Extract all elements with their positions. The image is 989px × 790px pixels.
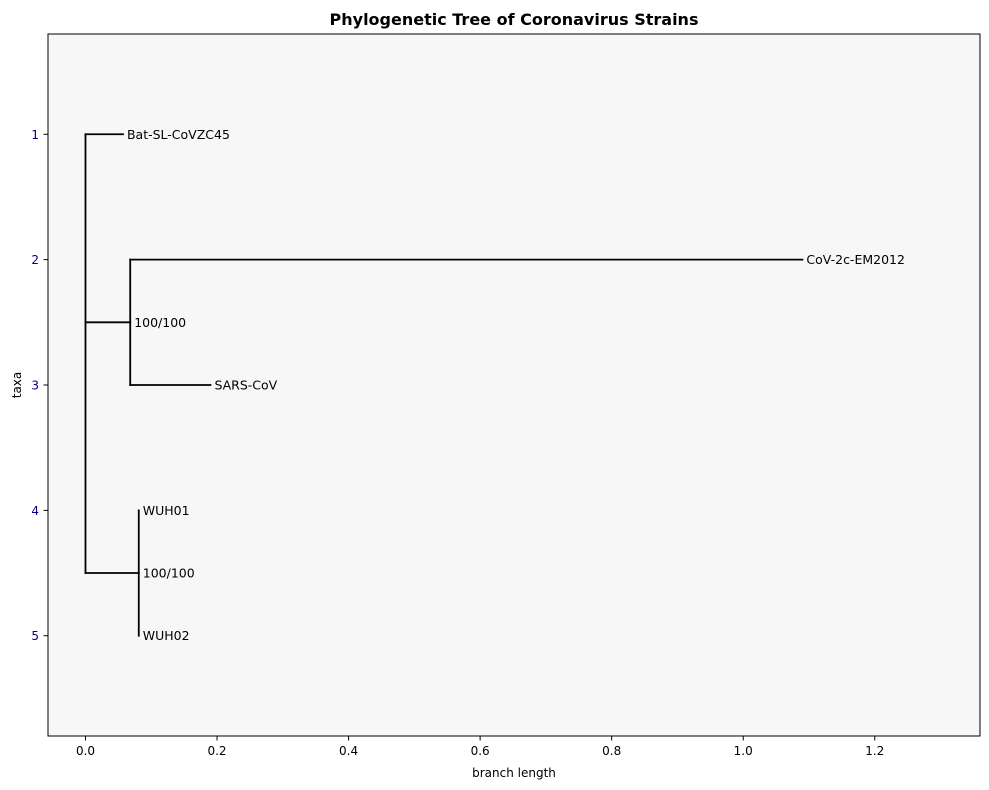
tree-branches: [84, 133, 804, 637]
support-label: 100/100: [134, 315, 186, 330]
x-tick-label: 0.8: [602, 744, 621, 758]
leaf-label: Bat-SL-CoVZC45: [127, 127, 230, 142]
x-axis-ticks: 0.0 0.2 0.4 0.6 0.8 1.0 1.2: [76, 736, 884, 758]
x-tick-label: 1.2: [865, 744, 884, 758]
x-tick-label: 0.0: [76, 744, 95, 758]
leaf-label: CoV-2c-EM2012: [806, 252, 905, 267]
leaf-label: WUH01: [143, 503, 190, 518]
x-tick-label: 0.6: [471, 744, 490, 758]
chart-title: Phylogenetic Tree of Coronavirus Strains: [330, 10, 699, 29]
y-tick-label: 1: [31, 128, 39, 142]
y-tick-label: 5: [31, 629, 39, 643]
node-labels: Bat-SL-CoVZC45 CoV-2c-EM2012 SARS-CoV WUH01…: [127, 127, 905, 643]
support-label: 100/100: [143, 566, 195, 581]
x-tick-label: 0.4: [339, 744, 358, 758]
y-axis-label: taxa: [10, 372, 24, 399]
y-tick-label: 2: [31, 253, 39, 267]
x-axis-label: branch length: [472, 766, 556, 780]
leaf-label: WUH02: [143, 628, 190, 643]
x-tick-label: 1.0: [734, 744, 753, 758]
leaf-label: SARS-CoV: [214, 378, 277, 393]
x-tick-label: 0.2: [207, 744, 226, 758]
y-axis-ticks: 1 2 3 4 5: [31, 128, 48, 643]
y-tick-label: 3: [31, 379, 39, 393]
y-tick-label: 4: [31, 504, 39, 518]
